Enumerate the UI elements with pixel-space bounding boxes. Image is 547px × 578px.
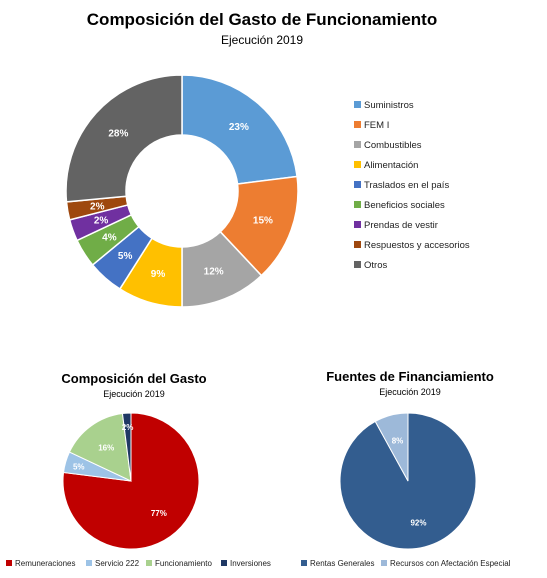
legend-swatch-inversiones bbox=[221, 560, 227, 566]
spending-pie-chart: Composición del Gasto Ejecución 2019 77%… bbox=[6, 371, 271, 568]
chart2-data-label: 5% bbox=[73, 462, 85, 471]
legend-label-traslados-en-el-pais: Traslados en el país bbox=[364, 180, 449, 191]
legend-label-servicio-222: Servicio 222 bbox=[95, 559, 140, 568]
legend-swatch-traslados-en-el-pais bbox=[354, 181, 361, 188]
legend-swatch-fem-i bbox=[354, 121, 361, 128]
chart1-data-label: 2% bbox=[90, 201, 105, 212]
chart1-title: Composición del Gasto de Funcionamiento bbox=[87, 10, 437, 29]
chart1-data-label: 5% bbox=[118, 251, 133, 262]
chart1-subtitle: Ejecución 2019 bbox=[221, 33, 303, 47]
legend-swatch-prendas-de-vestir bbox=[354, 221, 361, 228]
legend-swatch-servicio-222 bbox=[86, 560, 92, 566]
expense-donut-chart: Composición del Gasto de Funcionamiento … bbox=[65, 10, 470, 308]
chart2-slice-remuneraciones bbox=[62, 412, 200, 550]
chart3-legend: Rentas Generales Recursos con Afectación … bbox=[301, 559, 511, 568]
chart1-data-label: 28% bbox=[108, 129, 128, 140]
chart1-legend: Suministros FEM I Combustibles Alimentación… bbox=[354, 100, 470, 271]
chart1-data-label: 23% bbox=[229, 122, 249, 133]
chart3-subtitle: Ejecución 2019 bbox=[379, 387, 441, 397]
legend-swatch-otros bbox=[354, 261, 361, 268]
legend-label-prendas-de-vestir: Prendas de vestir bbox=[364, 220, 438, 231]
legend-swatch-rentas-generales bbox=[301, 560, 307, 566]
chart3-slice-recursos-con-afectacion-especial bbox=[374, 412, 409, 482]
chart2-data-label: 16% bbox=[98, 443, 114, 452]
legend-label-respuestos-y-accesorios: Respuestos y accesorios bbox=[364, 240, 470, 251]
chart1-slice-otros bbox=[65, 74, 183, 203]
legend-swatch-recursos-con-afectacion-especial bbox=[381, 560, 387, 566]
chart3-data-label: 92% bbox=[410, 518, 426, 527]
legend-label-inversiones: Inversiones bbox=[230, 559, 271, 568]
legend-swatch-alimentacion bbox=[354, 161, 361, 168]
chart2-data-label: 77% bbox=[151, 509, 167, 518]
legend-swatch-combustibles bbox=[354, 141, 361, 148]
chart1-data-label: 2% bbox=[94, 216, 109, 227]
chart2-data-label: 2% bbox=[122, 423, 134, 432]
legend-label-rentas-generales: Rentas Generales bbox=[310, 559, 374, 568]
legend-swatch-respuestos-y-accesorios bbox=[354, 241, 361, 248]
chart1-data-label: 12% bbox=[204, 266, 224, 277]
legend-swatch-funcionamiento bbox=[146, 560, 152, 566]
legend-swatch-suministros bbox=[354, 101, 361, 108]
chart2-subtitle: Ejecución 2019 bbox=[103, 389, 165, 399]
legend-label-alimentacion: Alimentación bbox=[364, 160, 418, 171]
legend-label-combustibles: Combustibles bbox=[364, 140, 422, 151]
legend-swatch-remuneraciones bbox=[6, 560, 12, 566]
legend-label-recursos-con-afectacion-especial: Recursos con Afectación Especial bbox=[390, 559, 511, 568]
chart1-slice-suministros bbox=[181, 74, 298, 185]
chart1-data-label: 9% bbox=[151, 269, 166, 280]
legend-label-fem-i: FEM I bbox=[364, 120, 389, 131]
funding-pie-chart: Fuentes de Financiamiento Ejecución 2019… bbox=[301, 369, 511, 568]
legend-label-funcionamiento: Funcionamiento bbox=[155, 559, 212, 568]
chart3-data-label: 8% bbox=[392, 437, 404, 446]
chart2-title: Composición del Gasto bbox=[61, 371, 206, 386]
legend-label-remuneraciones: Remuneraciones bbox=[15, 559, 75, 568]
chart1-data-label: 15% bbox=[253, 216, 273, 227]
legend-label-suministros: Suministros bbox=[364, 100, 414, 111]
legend-label-beneficios-sociales: Beneficios sociales bbox=[364, 200, 445, 211]
legend-label-otros: Otros bbox=[364, 260, 387, 271]
chart2-slice-inversiones bbox=[121, 412, 132, 482]
chart3-title: Fuentes de Financiamiento bbox=[326, 369, 494, 384]
chart1-data-label: 4% bbox=[102, 233, 117, 244]
chart2-legend: Remuneraciones Servicio 222 Funcionamiento… bbox=[6, 559, 271, 568]
legend-swatch-beneficios-sociales bbox=[354, 201, 361, 208]
chart2-slice-funcionamiento bbox=[68, 412, 132, 482]
